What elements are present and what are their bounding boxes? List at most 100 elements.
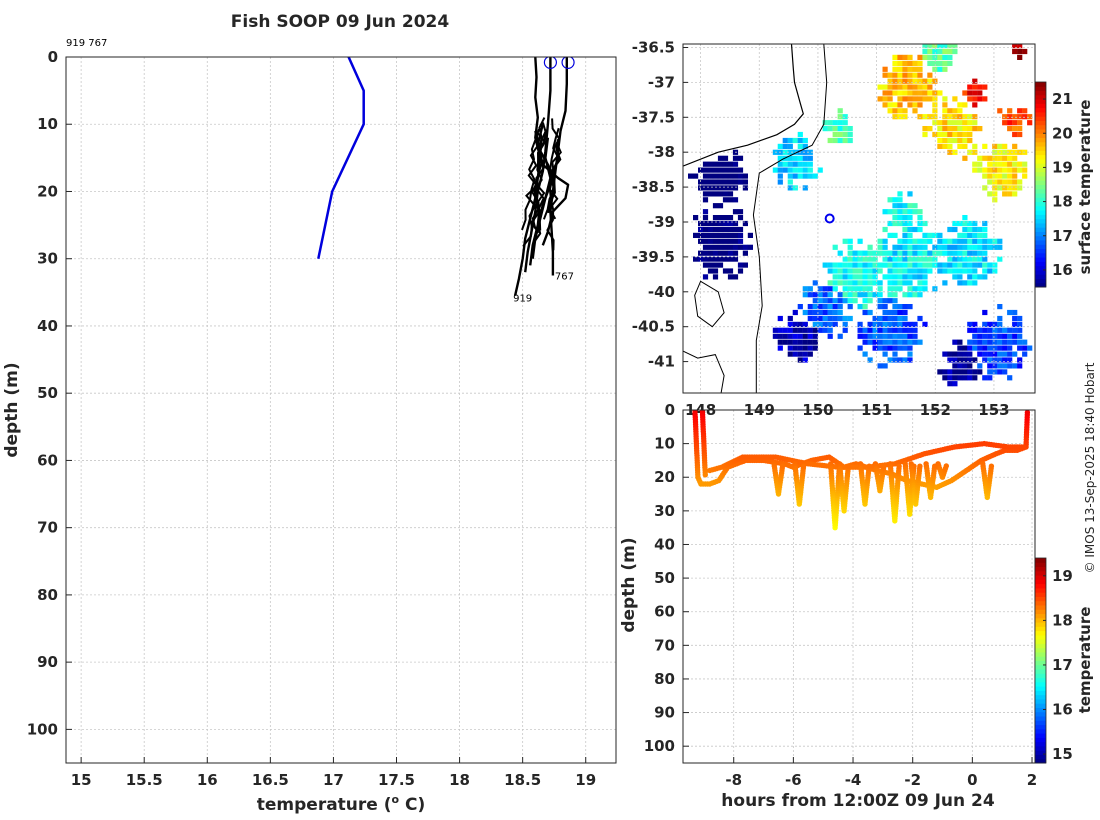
sst-pixel [1007, 161, 1013, 167]
sst-pixel [887, 209, 893, 215]
sst-pixel [737, 179, 744, 185]
sst-pixel [927, 84, 933, 90]
sst-pixel [902, 304, 908, 310]
sst-pixel [917, 102, 923, 108]
sst-pixel [947, 375, 953, 381]
sst-pixel [702, 185, 709, 191]
sst-pixel [987, 238, 993, 244]
sst-pixel [902, 114, 908, 120]
map-ticks: 148149150151152153-36.5-37-37.5-38-38.5-… [632, 38, 1010, 419]
sst-pixel [952, 381, 958, 387]
sst-pixel [977, 339, 983, 345]
sst-colorbar-band [1035, 163, 1046, 168]
sst-pixel [907, 220, 913, 227]
sst-pixel [947, 60, 953, 66]
sst-pixel [1002, 185, 1008, 191]
sst-pixel [987, 167, 993, 173]
sst-pixel [822, 286, 828, 292]
sst-pixel [832, 262, 838, 268]
sst-pixel [812, 309, 818, 316]
sst-colorbar-band [1035, 99, 1046, 104]
sst-colorbar-band [1035, 218, 1046, 224]
sst-pixel [867, 298, 873, 304]
sst-pixel [952, 339, 958, 345]
sst-pixel [702, 256, 709, 262]
sst-pixel [972, 244, 978, 250]
sst-pixel [822, 298, 828, 304]
sst-pixel [937, 60, 943, 66]
dive-point [845, 463, 851, 469]
sst-pixel [732, 256, 739, 262]
sst-pixel [797, 161, 803, 167]
sst-pixel [977, 274, 983, 280]
sst-pixel [967, 357, 973, 363]
sst-colorbar-band [1035, 154, 1046, 160]
sst-pixel [912, 238, 918, 244]
sst-pixel [722, 215, 729, 221]
coastline-tasmania [683, 350, 725, 393]
sst-pixel [1017, 327, 1023, 333]
sst-pixel [982, 96, 988, 102]
sst-pixel [947, 357, 953, 363]
sst-pixel [792, 345, 798, 351]
map-grid [683, 44, 1035, 393]
sst-pixel [922, 286, 928, 292]
sst-pixel [727, 185, 734, 191]
sst-pixel [892, 114, 898, 120]
sst-pixel [912, 321, 918, 327]
sst-pixel [962, 345, 968, 351]
sst-pixel [1007, 155, 1013, 161]
sst-pixel [732, 274, 739, 280]
sst-pixel [897, 357, 903, 363]
timeseries-ytick-label: 0 [665, 401, 675, 419]
sst-pixel [872, 327, 878, 333]
sst-pixel [722, 232, 729, 238]
sst-pixel [1017, 321, 1023, 327]
sst-pixel [857, 262, 863, 268]
sst-pixel [1007, 167, 1013, 173]
sst-pixel [972, 280, 978, 286]
sst-pixel [897, 309, 903, 316]
sst-pixel [912, 108, 918, 114]
sst-pixel [892, 268, 898, 274]
sst-pixel [837, 126, 843, 132]
sst-pixel [1007, 345, 1013, 351]
sst-pixel [907, 292, 913, 298]
sst-pixel [992, 268, 998, 274]
sst-pixel [907, 78, 913, 84]
map-ytick-label: -37 [648, 73, 675, 91]
sst-pixel [947, 351, 953, 357]
sst-pixel [967, 280, 973, 286]
sst-pixel [957, 120, 963, 126]
sst-pixel [912, 78, 918, 84]
temperature-colorbar-band [1035, 600, 1046, 606]
sst-pixel [782, 161, 788, 167]
sst-pixel [1022, 339, 1028, 345]
sst-pixel [942, 131, 948, 138]
sst-pixel [797, 357, 803, 363]
sst-pixel [802, 292, 808, 298]
profile-start-marker [561, 57, 575, 69]
sst-pixel [907, 238, 913, 244]
sst-pixel [987, 173, 993, 179]
sst-pixel [942, 143, 948, 149]
profile-ytick-label: 90 [37, 653, 58, 671]
sst-pixel [817, 315, 823, 322]
sst-pixel [987, 268, 993, 274]
sst-pixel [797, 155, 803, 161]
sst-pixel [917, 256, 923, 262]
sst-pixel [1017, 54, 1023, 60]
sst-pixel [892, 72, 898, 78]
temperature-colorbar-frame [1034, 557, 1047, 764]
sst-pixel [1017, 179, 1023, 185]
sst-pixel [787, 185, 793, 191]
sst-pixel [922, 114, 928, 120]
sst-pixel [802, 345, 808, 351]
sst-pixel [922, 78, 928, 84]
sst-pixel [952, 268, 958, 274]
sst-pixel [727, 191, 734, 197]
sst-pixel [1007, 357, 1013, 363]
sst-colorbar-band [1035, 257, 1046, 262]
sst-pixel [862, 339, 868, 345]
sst-pixel [1017, 333, 1023, 339]
